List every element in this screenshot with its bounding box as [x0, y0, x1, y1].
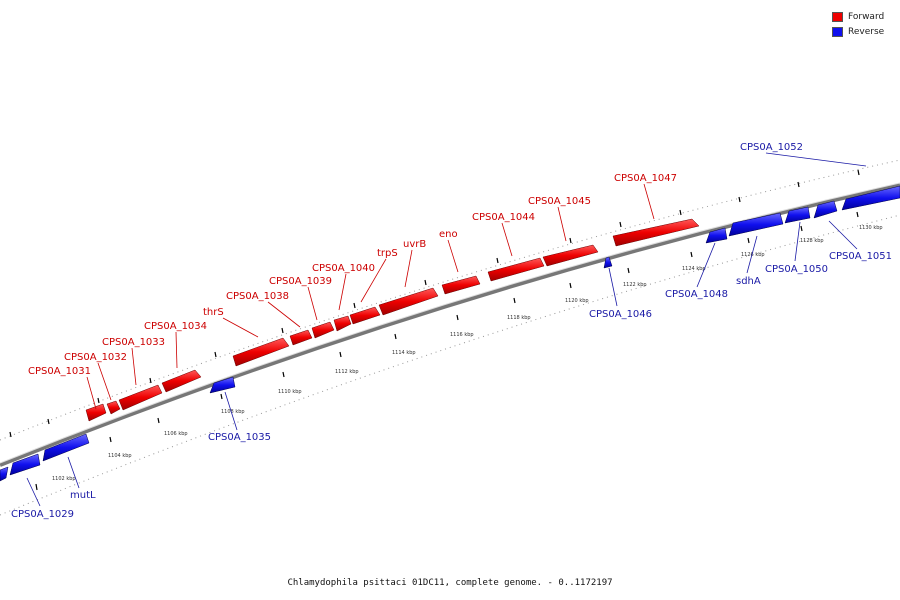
genome-caption: Chlamydophila psittaci 01DC11, complete … [287, 578, 613, 588]
gene-label: mutL [70, 490, 96, 501]
gene-label: CPS0A_1051 [829, 251, 892, 262]
gene-cps0a-1033[interactable] [118, 384, 163, 411]
gene-mutl[interactable] [42, 433, 90, 462]
gene-cps0a-1038[interactable] [289, 329, 313, 346]
tick-label: 1124 kbp [682, 266, 706, 272]
tick-labels: 1102 kbp 1104 kbp 1106 kbp 1108 kbp 1110… [52, 225, 883, 482]
forward-swatch [832, 11, 843, 22]
tick-label: 1102 kbp [52, 476, 76, 482]
reverse-labels: CPS0A_1029 mutL CPS0A_1035 CPS0A_1046 CP… [11, 142, 892, 520]
legend-item-forward: Forward [832, 9, 892, 24]
gene-uvrb[interactable] [378, 287, 439, 316]
tick-label: 1118 kbp [507, 315, 531, 321]
gene-cps0a-1046[interactable] [603, 256, 613, 269]
gene-label: CPS0A_1035 [208, 432, 271, 443]
gene-label: eno [439, 229, 458, 240]
reverse-leader-lines [26, 152, 867, 507]
gene-label: CPS0A_1039 [269, 276, 332, 287]
gene-cps0a-1047[interactable] [612, 218, 700, 247]
gene-label: CPS0A_1044 [472, 212, 535, 223]
forward-labels: CPS0A_1031 CPS0A_1032 CPS0A_1033 CPS0A_1… [28, 173, 677, 377]
gene-cps0a-1031[interactable] [85, 403, 107, 422]
gene-label: CPS0A_1032 [64, 352, 127, 363]
gene-label: CPS0A_1038 [226, 291, 289, 302]
tick-label: 1126 kbp [741, 252, 765, 258]
gene-thrs[interactable] [232, 337, 290, 367]
genome-backbone [0, 182, 900, 464]
legend-item-reverse: Reverse [832, 24, 892, 39]
gene-cps0a-1048[interactable] [705, 227, 728, 244]
forward-genes [85, 218, 700, 422]
gene-label: CPS0A_1047 [614, 173, 677, 184]
gene-cps0a-1034[interactable] [161, 369, 202, 393]
gene-cps0a-1039[interactable] [311, 321, 335, 339]
legend-label-reverse: Reverse [848, 26, 885, 37]
gene-label: CPS0A_1040 [312, 263, 375, 274]
forward-ruler [0, 159, 900, 441]
tick-label: 1108 kbp [221, 409, 245, 415]
gene-label: CPS0A_1052 [740, 142, 803, 153]
legend-label-forward: Forward [848, 11, 885, 22]
gene-label: CPS0A_1046 [589, 309, 652, 320]
gene-cps0a-1044[interactable] [487, 257, 545, 282]
gene-cps0a-1050[interactable] [784, 206, 811, 224]
tick-label: 1112 kbp [335, 369, 359, 375]
gene-label: CPS0A_1048 [665, 289, 728, 300]
gene-label: CPS0A_1031 [28, 366, 91, 377]
gene-label: uvrB [403, 239, 426, 250]
reverse-swatch [832, 26, 843, 37]
gene-cps0a-1052-block[interactable] [841, 185, 900, 211]
tick-label: 1116 kbp [450, 332, 474, 338]
gene-label: CPS0A_1029 [11, 509, 74, 520]
gene-cps0a-1029-a[interactable] [0, 466, 9, 482]
legend: Forward Reverse [832, 9, 892, 39]
tick-label: 1110 kbp [278, 389, 302, 395]
gene-label: thrS [203, 307, 224, 318]
tick-label: 1114 kbp [392, 350, 416, 356]
gene-label: CPS0A_1034 [144, 321, 207, 332]
tick-label: 1128 kbp [800, 238, 824, 244]
tick-label: 1130 kbp [859, 225, 883, 231]
gene-cps0a-1029[interactable] [9, 453, 41, 476]
reverse-genes [0, 185, 900, 482]
gene-label: CPS0A_1050 [765, 264, 828, 275]
gene-label: trpS [377, 248, 398, 259]
gene-cps0a-1045[interactable] [542, 244, 599, 267]
gene-cps0a-1032[interactable] [106, 400, 121, 415]
tick-label: 1104 kbp [108, 453, 132, 459]
gene-cps0a-1051[interactable] [813, 200, 838, 219]
gene-sdha[interactable] [728, 212, 784, 237]
tick-label: 1122 kbp [623, 282, 647, 288]
tick-label: 1120 kbp [565, 298, 589, 304]
gene-trps[interactable] [349, 306, 381, 325]
gene-label: sdhA [736, 276, 761, 287]
gene-cps0a-1040[interactable] [333, 315, 352, 332]
reverse-ruler [0, 214, 900, 516]
gene-cps0a-1035[interactable] [209, 376, 236, 394]
gene-label: CPS0A_1045 [528, 196, 591, 207]
gene-label: CPS0A_1033 [102, 337, 165, 348]
tick-marks [9, 169, 860, 491]
gene-eno[interactable] [441, 275, 481, 295]
tick-label: 1106 kbp [164, 431, 188, 437]
forward-leader-lines [86, 183, 655, 410]
